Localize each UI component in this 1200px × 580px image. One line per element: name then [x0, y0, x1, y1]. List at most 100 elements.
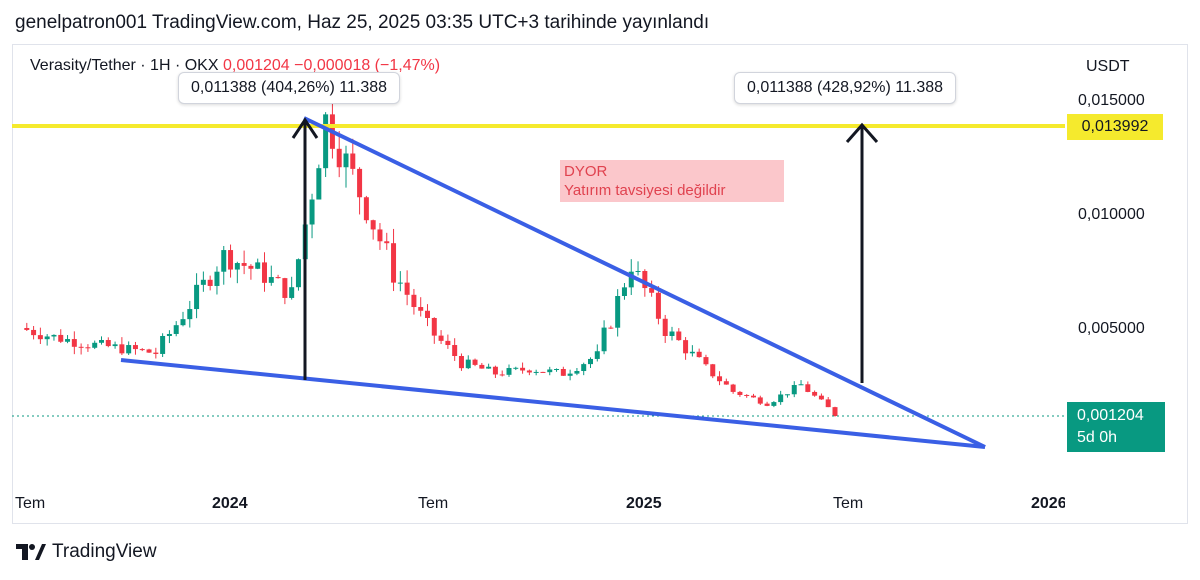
candle-body — [44, 336, 50, 340]
candle-body — [24, 328, 30, 330]
time-tick: Tem — [15, 495, 46, 512]
candle-body — [465, 359, 471, 369]
candle-body — [655, 292, 661, 319]
candle-body — [764, 403, 770, 406]
candle-body — [180, 319, 186, 326]
candle-body — [105, 340, 111, 347]
wedge-upper-trendline — [303, 116, 986, 449]
last-price-value: 0,001204 — [1077, 407, 1144, 424]
candle-body — [350, 153, 356, 169]
candle-body — [363, 197, 369, 221]
candle-body — [71, 339, 77, 347]
candle-body — [574, 371, 580, 374]
candle-body — [384, 241, 390, 244]
candle-body — [160, 335, 166, 354]
candle-body — [275, 277, 281, 279]
candle-body — [289, 287, 295, 298]
candle-body — [689, 351, 695, 354]
candle-body — [581, 364, 587, 372]
candle-body — [228, 250, 234, 270]
candle-body — [452, 345, 458, 357]
candle-body — [588, 358, 593, 365]
candle-body — [628, 271, 634, 288]
candle-body — [146, 349, 152, 353]
candle-body — [608, 327, 614, 329]
candle-body — [635, 270, 641, 272]
candle-body — [812, 391, 818, 396]
footer-brand[interactable]: TradingView — [16, 541, 157, 563]
resistance-price-label: 0,013992 — [1067, 114, 1163, 140]
candle-body — [377, 229, 383, 242]
candle-body — [173, 325, 179, 334]
bar-countdown: 5d 0h — [1077, 429, 1118, 446]
candle-body — [200, 279, 206, 285]
publish-header: genelpatron001 TradingView.com, Haz 25, … — [15, 12, 710, 33]
candle-body — [520, 367, 526, 371]
candle-body — [309, 199, 315, 225]
candle-body — [676, 331, 682, 341]
symbol-name: Verasity/Tether · 1H · OKX — [30, 57, 219, 74]
candle-body — [323, 114, 329, 169]
candle-body — [316, 168, 322, 200]
candle-body — [336, 148, 342, 168]
symbol-change: −0,000018 (−1,47%) — [294, 57, 441, 74]
candle-body — [51, 334, 57, 337]
candle-body — [601, 327, 607, 352]
candle-body — [696, 351, 702, 358]
candle-body — [187, 309, 193, 320]
candle-body — [832, 407, 838, 416]
candle-body — [737, 391, 743, 395]
drawings-layer — [12, 116, 1065, 449]
candle-body — [717, 376, 723, 382]
symbol-last-price: 0,001204 — [222, 57, 290, 74]
candle-body — [282, 278, 288, 298]
measure-arrow-right — [845, 122, 879, 143]
candle-body — [85, 347, 91, 349]
measure-arrow-left — [291, 117, 319, 139]
candle-body — [791, 385, 797, 395]
candle-body — [234, 263, 240, 270]
candle-body — [126, 345, 132, 354]
footer-brand-name: TradingView — [52, 541, 157, 562]
candle-body — [391, 243, 397, 283]
candle-body — [357, 168, 363, 198]
candle-body — [58, 334, 64, 342]
candle-body — [547, 369, 553, 373]
candle-body — [554, 369, 560, 371]
candle-body — [214, 271, 220, 286]
candle-body — [112, 344, 118, 347]
time-tick: 2025 — [626, 495, 662, 512]
candle-body — [492, 366, 498, 375]
candle-body — [662, 318, 668, 336]
candle-body — [818, 395, 824, 400]
candle-body — [615, 296, 621, 328]
candle-body — [825, 399, 831, 408]
measure-label-right: 0,011388 (428,92%) 11.388 — [734, 72, 957, 104]
price-tick: 0,015000 — [1078, 92, 1145, 109]
dyor-title: DYOR — [564, 163, 608, 180]
price-axis-unit: USDT — [1086, 58, 1130, 75]
candle-body — [78, 346, 84, 348]
candle-body — [744, 394, 750, 396]
candle-body — [370, 220, 376, 230]
candle-body — [703, 357, 709, 365]
candle-body — [486, 366, 492, 369]
candle-body — [594, 351, 600, 359]
time-tick: 2024 — [212, 495, 248, 512]
symbol-legend[interactable]: Verasity/Tether · 1H · OKX 0,001204 −0,0… — [30, 57, 440, 75]
candle-body — [499, 374, 505, 376]
candle-body — [778, 394, 784, 403]
candles-layer — [24, 101, 838, 417]
candle-body — [751, 395, 756, 398]
candle-body — [268, 277, 274, 283]
candle-body — [343, 153, 349, 168]
candle-body — [37, 335, 43, 340]
candle-body — [411, 294, 417, 308]
candle-body — [397, 282, 403, 284]
candle-body — [526, 370, 532, 373]
candle-body — [418, 307, 424, 311]
candle-body — [771, 402, 777, 406]
time-tick: 2026 — [1031, 495, 1065, 512]
time-tick: Tem — [418, 495, 449, 512]
